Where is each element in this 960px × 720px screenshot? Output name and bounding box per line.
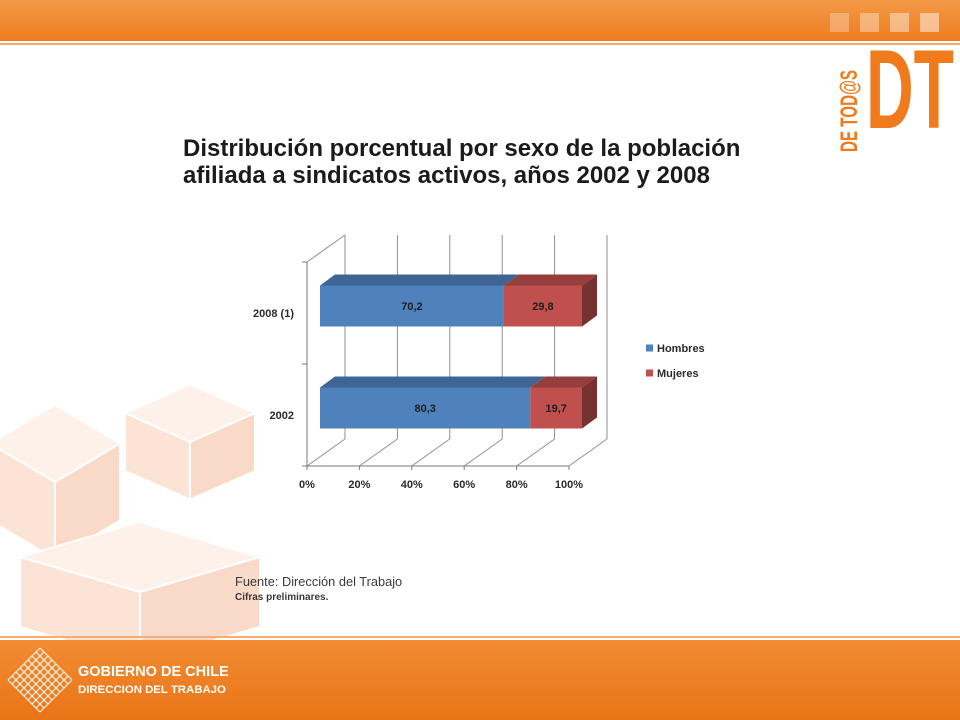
category-label: 2008 (1)	[253, 308, 294, 320]
footer-subtitle: DIRECCION DEL TRABAJO	[78, 683, 226, 696]
chart-legend: Hombres Mujeres	[646, 343, 705, 380]
floor-gridline	[568, 438, 608, 467]
bar-segment	[320, 387, 531, 429]
x-tick-label: 100%	[555, 479, 583, 491]
source-text: Fuente: Dirección del Trabajo	[235, 574, 403, 589]
legend-label: Hombres	[657, 343, 705, 355]
bar-segment	[530, 387, 582, 429]
decor-square	[920, 13, 939, 32]
x-tick-label: 80%	[506, 479, 528, 491]
data-label: 70,2	[401, 301, 422, 313]
top-rule	[0, 43, 960, 45]
floor-gridline	[306, 438, 346, 467]
chart-title: Distribución porcentual por sexo de la p…	[183, 135, 741, 189]
floor-gridline	[516, 438, 555, 467]
decor-square	[890, 13, 909, 32]
bar-top-face	[320, 274, 519, 286]
bar-top-face	[503, 274, 597, 286]
bar-top-face	[530, 376, 597, 388]
decor-square	[830, 13, 849, 32]
legend-swatch	[646, 344, 653, 352]
gobierno-chile-emblem-icon	[7, 647, 73, 713]
floor-gridline	[411, 438, 451, 467]
bar-side-face	[582, 274, 597, 327]
bar-side-face	[582, 376, 597, 429]
dt-logo: DT DE TOD@S	[836, 40, 954, 152]
chart-bars	[320, 274, 597, 429]
footer-rule	[0, 636, 960, 638]
x-tick-label: 40%	[401, 479, 423, 491]
bar-segment	[503, 285, 582, 327]
cube-face	[189, 411, 256, 502]
data-label: 80,3	[414, 403, 435, 415]
top-banner	[0, 0, 960, 41]
chart-labels: 0% 20% 40% 60% 80% 100% 2002 80,3 19,7 2008 (1) 70…	[253, 301, 583, 491]
bar-segment	[320, 285, 504, 327]
cube-face	[54, 441, 121, 561]
footnote-text: Cifras preliminares.	[235, 592, 329, 603]
chart: 0% 20% 40% 60% 80% 100% 2002 80,3 19,7 2008 (1) 70…	[253, 234, 705, 491]
x-tick-label: 20%	[348, 479, 370, 491]
category-label: 2002	[270, 410, 294, 422]
logo-main-text: DT	[866, 40, 954, 152]
x-tick-label: 60%	[453, 479, 475, 491]
bar-top-face	[320, 376, 546, 388]
floor-gridline	[359, 438, 398, 467]
footer-banner: GOBIERNO DE CHILE DIRECCION DEL TRABAJO	[0, 640, 960, 720]
data-label: 19,7	[545, 403, 566, 415]
x-tick-label: 0%	[299, 479, 315, 491]
legend-swatch	[646, 369, 653, 377]
logo-tagline-text: DE TOD@S	[836, 70, 863, 152]
side-wall-edge	[306, 234, 346, 263]
data-label: 29,8	[532, 301, 553, 313]
decor-square	[860, 13, 879, 32]
cube-face	[139, 555, 261, 664]
footer-title: GOBIERNO DE CHILE	[78, 664, 229, 680]
legend-label: Mujeres	[657, 368, 699, 380]
floor-gridline	[463, 438, 503, 467]
emblem-lattice	[7, 647, 73, 713]
chart-gridlines	[302, 234, 608, 470]
decorative-cubes	[0, 383, 264, 664]
